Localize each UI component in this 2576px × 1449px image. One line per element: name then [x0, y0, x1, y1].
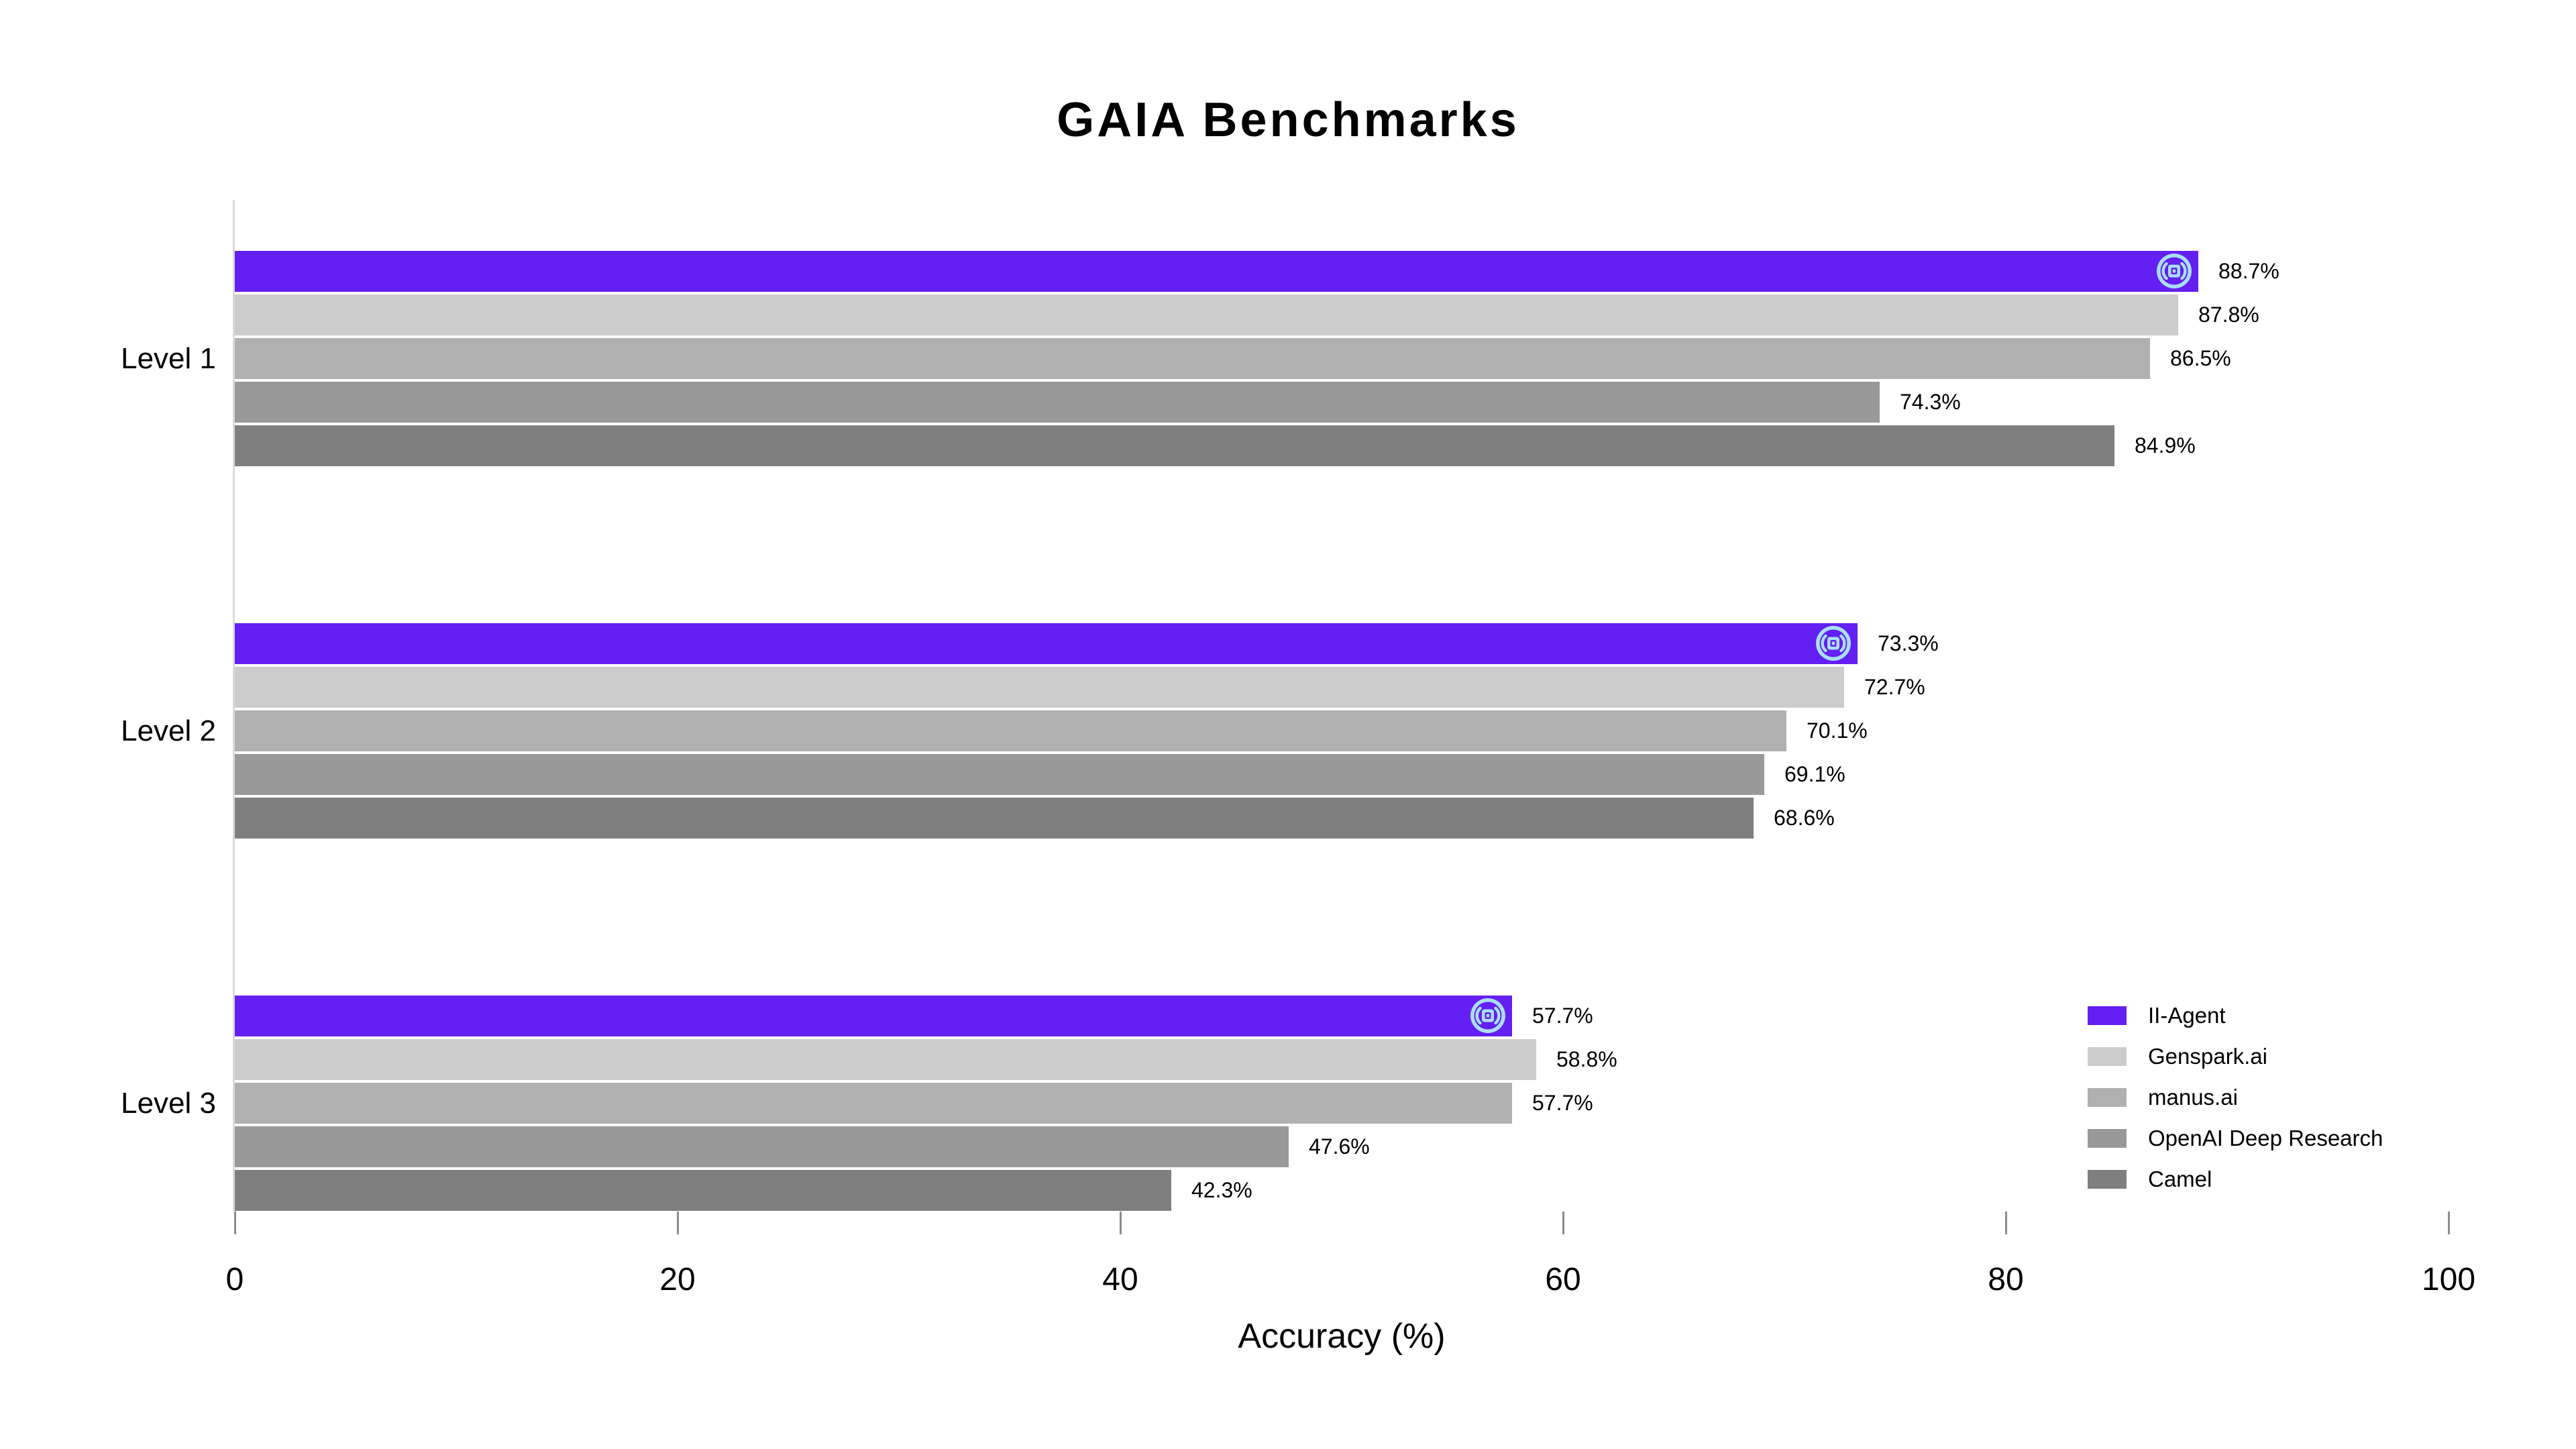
value-label: 88.7%: [2218, 259, 2279, 283]
x-tick-mark-40: [1120, 1212, 1122, 1234]
bar-level-3-manus-ai[interactable]: [235, 1083, 1512, 1124]
legend-item-genspark-ai[interactable]: Genspark.ai: [2088, 1042, 2267, 1071]
category-label-level-2: Level 2: [121, 714, 216, 747]
bar-level-1-openai-deep-research[interactable]: [235, 382, 1880, 423]
bar-level-3-camel[interactable]: [235, 1170, 1171, 1211]
bar-level-1-genspark-ai[interactable]: [235, 294, 2178, 335]
value-label: 42.3%: [1191, 1178, 1252, 1202]
bar-level-2-manus-ai[interactable]: [235, 710, 1786, 751]
x-tick-mark-60: [1562, 1212, 1564, 1234]
chart-title: GAIA Benchmarks: [1057, 93, 1519, 147]
x-tick-label-0: 0: [225, 1262, 244, 1297]
category-label-level-3: Level 3: [121, 1087, 216, 1120]
legend-item-manus-ai[interactable]: manus.ai: [2088, 1083, 2238, 1112]
legend-swatch-manus-ai: [2088, 1088, 2127, 1107]
legend-swatch-camel: [2088, 1170, 2127, 1189]
x-tick-label-40: 40: [1102, 1262, 1138, 1297]
x-tick-label-20: 20: [659, 1262, 696, 1297]
legend-label-openai-deep-research: OpenAI Deep Research: [2148, 1126, 2383, 1150]
x-tick-mark-80: [2005, 1212, 2007, 1234]
ii-agent-logo-icon: [2157, 254, 2192, 288]
bar-level-2-openai-deep-research[interactable]: [235, 754, 1764, 795]
value-label: 72.7%: [1864, 675, 1925, 699]
bar-level-2-camel[interactable]: [235, 798, 1754, 839]
value-label: 57.7%: [1532, 1091, 1593, 1115]
legend-item-ii-agent[interactable]: II-Agent: [2088, 1001, 2226, 1030]
value-label: 58.8%: [1556, 1047, 1617, 1071]
bar-level-1-manus-ai[interactable]: [235, 338, 2150, 379]
ii-agent-logo-marker: [2157, 254, 2192, 288]
value-label: 57.7%: [1532, 1004, 1593, 1028]
ii-agent-logo-marker: [1816, 626, 1851, 661]
legend-item-openai-deep-research[interactable]: OpenAI Deep Research: [2088, 1124, 2383, 1153]
ii-agent-logo-icon: [1816, 626, 1851, 661]
value-label: 70.1%: [1807, 718, 1868, 743]
bar-level-2-genspark-ai[interactable]: [235, 667, 1844, 708]
legend-swatch-ii-agent: [2088, 1006, 2127, 1025]
y-axis-line: [233, 200, 235, 1212]
value-label: 74.3%: [1900, 390, 1961, 414]
bar-level-2-ii-agent[interactable]: [235, 623, 1858, 664]
x-tick-mark-0: [234, 1212, 236, 1234]
legend-swatch-openai-deep-research: [2088, 1129, 2127, 1148]
value-label: 68.6%: [1774, 806, 1835, 830]
bar-level-3-openai-deep-research[interactable]: [235, 1126, 1289, 1167]
x-tick-mark-20: [677, 1212, 679, 1234]
legend-label-ii-agent: II-Agent: [2148, 1003, 2226, 1028]
x-tick-label-100: 100: [2421, 1262, 2476, 1297]
legend-label-genspark-ai: Genspark.ai: [2148, 1044, 2267, 1069]
bar-level-1-ii-agent[interactable]: [235, 251, 2198, 292]
bar-level-3-ii-agent[interactable]: [235, 996, 1512, 1036]
x-tick-label-80: 80: [1988, 1262, 2024, 1297]
legend-item-camel[interactable]: Camel: [2088, 1165, 2212, 1194]
value-label: 84.9%: [2135, 433, 2196, 458]
bar-level-1-camel[interactable]: [235, 425, 2114, 466]
value-label: 87.8%: [2198, 303, 2259, 327]
ii-agent-logo-marker: [1470, 998, 1505, 1033]
legend-label-manus-ai: manus.ai: [2148, 1085, 2238, 1110]
category-label-level-1: Level 1: [121, 342, 216, 375]
x-tick-label-60: 60: [1545, 1262, 1581, 1297]
value-label: 47.6%: [1309, 1134, 1370, 1159]
x-tick-mark-100: [2448, 1212, 2450, 1234]
x-axis-title: Accuracy (%): [1238, 1317, 1446, 1356]
value-label: 73.3%: [1878, 631, 1939, 655]
bar-level-3-genspark-ai[interactable]: [235, 1039, 1536, 1080]
ii-agent-logo-icon: [1470, 998, 1505, 1033]
value-label: 86.5%: [2170, 346, 2231, 370]
legend-label-camel: Camel: [2148, 1167, 2212, 1191]
value-label: 69.1%: [1784, 762, 1845, 786]
legend-swatch-genspark-ai: [2088, 1047, 2127, 1066]
